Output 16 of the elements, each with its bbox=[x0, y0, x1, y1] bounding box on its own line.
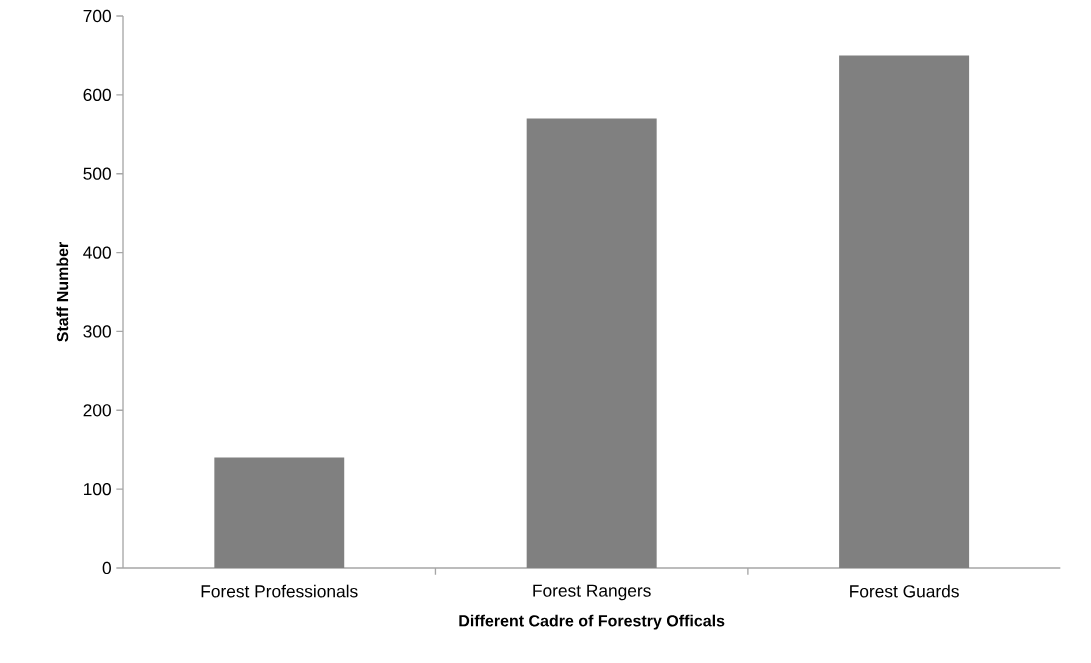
y-tick-label: 600 bbox=[83, 88, 111, 101]
y-axis-title: Staff Number bbox=[56, 242, 69, 342]
y-tick-label: 100 bbox=[84, 482, 111, 496]
bar bbox=[214, 457, 345, 568]
x-axis-title: Different Cadre of Forestry Officals bbox=[459, 614, 725, 630]
x-tick-label: Forest Professionals bbox=[201, 584, 358, 598]
x-tick-label: Forest Rangers bbox=[533, 584, 651, 601]
y-tick-label: 700 bbox=[83, 9, 111, 23]
y-tick-label: 200 bbox=[83, 404, 111, 417]
y-tick-label: 400 bbox=[83, 246, 111, 259]
x-tick-label: Forest Guards bbox=[850, 584, 959, 598]
y-tick-label: 500 bbox=[83, 167, 111, 180]
y-tick-label: 300 bbox=[83, 325, 111, 338]
bar bbox=[526, 118, 657, 568]
bar bbox=[839, 55, 970, 568]
y-tick-label: 0 bbox=[102, 561, 111, 575]
